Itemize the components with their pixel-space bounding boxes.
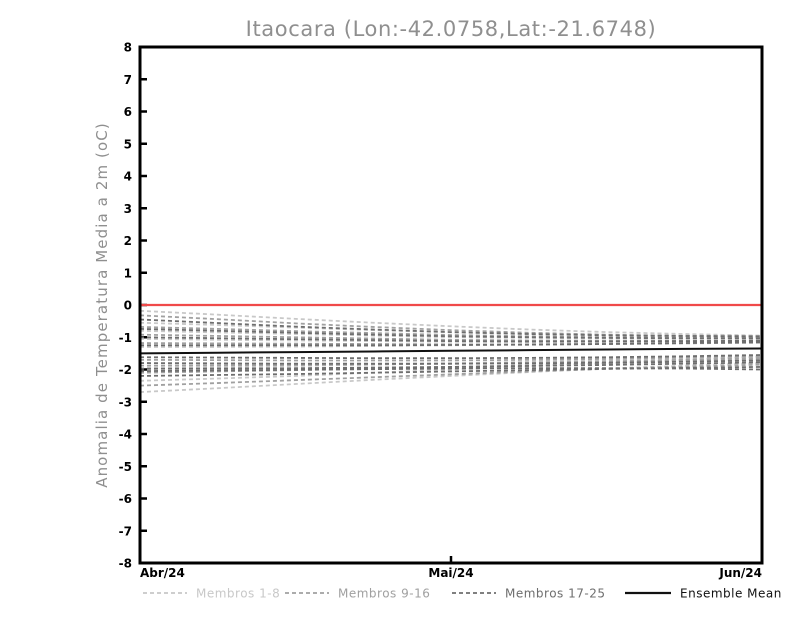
y-tick-label: 5 [124,137,132,151]
x-axis-ticks: Abr/24 Mai/24 Jun/24 [138,556,764,580]
series-g3 [139,318,763,377]
x-tick-label: Abr/24 [140,566,185,580]
y-tick-label: -2 [119,363,132,377]
y-tick-label: -6 [119,492,132,506]
legend-label-0: Membros 1-8 [196,587,280,601]
y-axis-label: Anomalia de Temperatura Media a 2m (oC) [93,122,111,488]
y-tick-label: 8 [124,41,132,55]
y-tick-label: -7 [119,524,132,538]
plot-frame [138,45,764,565]
legend-label-1: Membros 9-16 [338,587,430,601]
member-line-m1 [139,309,763,337]
y-tick-label: -3 [119,395,132,409]
ensemble-mean-line [139,347,763,355]
x-tick-label: Jun/24 [718,566,762,580]
member-line-m19 [139,336,763,343]
member-line-m18 [139,327,762,340]
legend-label-2: Membros 17-25 [505,587,606,601]
member-line-m21 [139,354,763,360]
y-tick-label: 0 [124,299,132,313]
y-tick-label: 4 [124,170,132,184]
member-line-m17 [139,318,763,338]
y-tick-label: 7 [124,73,132,87]
y-tick-label: -4 [119,428,132,442]
legend-label-3: Ensemble Mean [680,587,782,601]
member-line-m23 [139,361,763,370]
series-layer [139,309,763,393]
y-tick-label: 6 [124,105,132,119]
chart-legend: Membros 1-8 Membros 9-16 Membros 17-25 Ense… [143,587,782,601]
member-line-m13 [139,355,763,362]
x-tick-label: Mai/24 [428,566,473,580]
y-tick-label: 1 [124,266,132,280]
member-line-m22 [139,359,763,365]
y-tick-label: 3 [124,202,132,216]
y-tick-label: -8 [119,557,132,571]
member-line-m25 [139,367,763,373]
y-tick-label: -5 [119,460,132,474]
page-title: Itaocara (Lon:-42.0758,Lat:-21.6748) [246,17,657,41]
y-tick-label: 2 [124,234,132,248]
y-tick-label: -1 [119,331,132,345]
member-line-m20 [140,341,763,347]
